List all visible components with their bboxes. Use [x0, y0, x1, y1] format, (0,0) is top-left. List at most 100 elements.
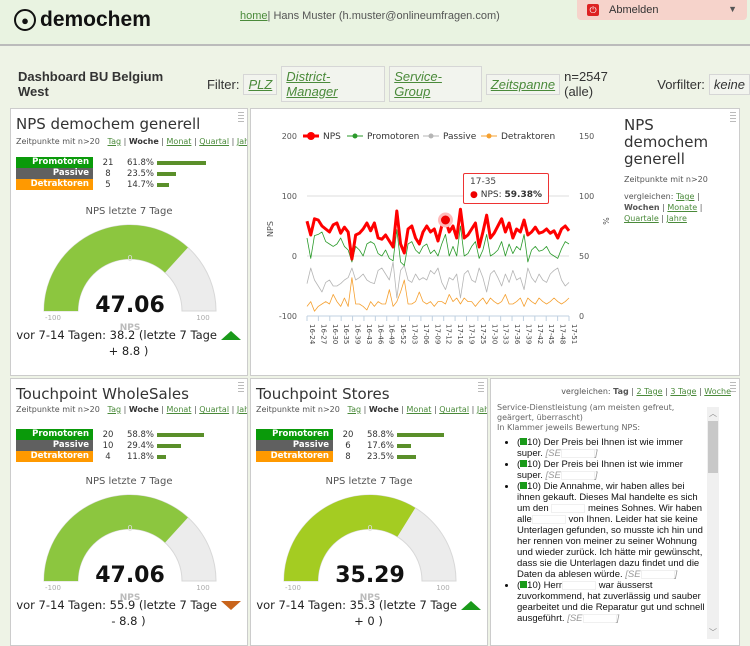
panel-nps-generell: NPS demochem generell Zeitpunkte mit n>2…	[10, 108, 248, 376]
period-monat[interactable]: Monat	[166, 137, 192, 146]
comment-text: Herr	[543, 580, 563, 591]
compare-label: vergleichen:	[624, 192, 674, 201]
period-tag[interactable]: Tag	[107, 405, 122, 414]
period-tag[interactable]: Tag	[107, 137, 122, 146]
gauge-fill	[44, 495, 188, 581]
label-promotoren: Promotoren	[256, 429, 333, 440]
panel-title: Touchpoint WholeSales	[16, 385, 189, 403]
period-jahr[interactable]: Jahr	[476, 405, 487, 414]
panel-touchpoint-wholesales: Touchpoint WholeSales Zeitpunkte mit n>2…	[10, 378, 248, 646]
period-prefix: Zeitpunkte mit n>20	[256, 405, 340, 414]
nps-gauge: 0 35.29 -100 100 NPS	[283, 494, 457, 603]
comment-text-2: meines Sohnes. Wir haben alle	[517, 503, 703, 525]
gauge-max: 100	[196, 314, 209, 322]
logo-text: demochem	[40, 8, 151, 31]
x-tick-label: 17-39	[524, 324, 532, 344]
period-quartal[interactable]: Quartal	[439, 405, 470, 414]
period-quartal[interactable]: Quartal	[199, 405, 230, 414]
period-tag[interactable]: Tag	[347, 405, 362, 414]
filter-service-group[interactable]: Service-Group	[389, 66, 482, 102]
compare-tage[interactable]: Tage	[675, 192, 695, 201]
compare-wochen: Wochen	[624, 203, 660, 212]
period-jahr[interactable]: Jahr	[236, 137, 247, 146]
score: 10	[527, 481, 538, 492]
period-monat[interactable]: Monat	[406, 405, 432, 414]
row-detraktoren: Detraktoren 4 11.8%	[16, 451, 204, 462]
bar	[157, 160, 207, 165]
compare-3-tage[interactable]: 3 Tage	[670, 387, 697, 396]
logout-button[interactable]: ⏻ Abmelden ▼	[577, 0, 747, 20]
comment-text: Die Annahme, wir haben alles bei ihnen g…	[517, 481, 698, 514]
x-tick-label: 17-42	[536, 324, 544, 344]
gauge-unit: NPS	[120, 323, 141, 333]
count: 6	[345, 440, 351, 451]
period-prefix: Zeitpunkte mit n>20	[16, 137, 100, 146]
drag-handle[interactable]	[238, 382, 244, 392]
count: 10	[102, 440, 114, 451]
gauge-zero: 0	[127, 524, 132, 533]
delta: + 8.8 )	[108, 344, 149, 358]
comment-item: (10) Die Annahme, wir haben alles bei ih…	[517, 481, 705, 580]
nps-gauge: 0 47.06 -100 100 NPS	[43, 494, 217, 603]
legend-marker	[428, 133, 434, 139]
period-quartal[interactable]: Quartal	[199, 137, 230, 146]
count: 8	[105, 168, 111, 179]
percent: 58.8%	[366, 429, 394, 440]
logo[interactable]: ● demochem	[14, 8, 151, 32]
label-passive: Passive	[16, 440, 93, 451]
comparison: vor 7-14 Tagen: 55.9 (letzte 7 Tage - 8.…	[16, 597, 241, 629]
gauge-title: NPS letzte 7 Tage	[85, 476, 173, 487]
drag-handle[interactable]	[478, 382, 484, 392]
home-link[interactable]: home	[240, 10, 268, 22]
tooltip-value: 59.38%	[504, 190, 543, 200]
x-tick-label: 17-06	[422, 324, 430, 345]
scroll-up-icon[interactable]: ︿	[709, 409, 717, 418]
comparison: vor 7-14 Tagen: 38.2 (letzte 7 Tage + 8.…	[16, 327, 241, 359]
filter-bar: Dashboard BU Belgium West Filter: PLZ Di…	[18, 66, 750, 102]
drag-handle[interactable]	[730, 112, 736, 122]
legend-passive: Passive	[443, 132, 477, 142]
gauge-value: 47.06	[95, 563, 165, 588]
drag-handle[interactable]	[730, 382, 736, 392]
logout-label: Abmelden	[609, 4, 659, 16]
chart-title: NPS demochem generell	[624, 116, 709, 168]
score: 10	[527, 580, 538, 591]
compare-2-tage[interactable]: 2 Tage	[636, 387, 663, 396]
compare-monate[interactable]: Monate	[667, 203, 698, 212]
series-line-passive	[306, 261, 570, 299]
comments-scrollbar[interactable]: ︿ ﹀	[707, 407, 719, 639]
bar	[157, 432, 205, 437]
power-icon: ⏻	[587, 4, 599, 16]
compare-jahre[interactable]: Jahre	[666, 214, 687, 223]
gauge-zero: 0	[367, 524, 372, 533]
scroll-thumb[interactable]	[708, 421, 718, 473]
delta: + 0 )	[354, 614, 383, 628]
y-tick-label: 0	[292, 252, 297, 261]
score: 10	[527, 437, 538, 448]
gauge-value: 47.06	[95, 293, 165, 318]
user-info: | Hans Muster (h.muster@onlineumfragen.c…	[267, 10, 500, 22]
drag-handle[interactable]	[238, 112, 244, 122]
period-prefix: Zeitpunkte mit n>20	[16, 405, 100, 414]
period-monat[interactable]: Monat	[166, 405, 192, 414]
compare-woche[interactable]: Woche	[704, 387, 731, 396]
x-tick-label: 16-27	[319, 324, 327, 344]
bar	[397, 454, 416, 459]
compare-label: vergleichen:	[561, 387, 611, 396]
legend-marker	[486, 133, 492, 139]
x-tick-label: 17-12	[445, 324, 453, 344]
filter-label: Filter:	[206, 76, 240, 92]
filter-plz[interactable]: PLZ	[243, 73, 278, 95]
scroll-down-icon[interactable]: ﹀	[709, 628, 717, 637]
vorfilter-value[interactable]: keine	[708, 73, 750, 95]
period-jahr[interactable]: Jahr	[236, 405, 247, 414]
filter-zeitspanne[interactable]: Zeitspanne	[485, 73, 561, 95]
comparison-text: vor 7-14 Tagen: 55.9 (letzte 7 Tage	[16, 598, 217, 612]
gauge-min: -100	[45, 584, 61, 592]
x-tick-label: 17-16	[456, 324, 464, 345]
gauge-fill	[284, 495, 416, 581]
filter-district-manager[interactable]: District-Manager	[281, 66, 386, 102]
compare-quartale[interactable]: Quartale	[624, 214, 659, 223]
x-tick-label: 17-09	[433, 324, 441, 344]
